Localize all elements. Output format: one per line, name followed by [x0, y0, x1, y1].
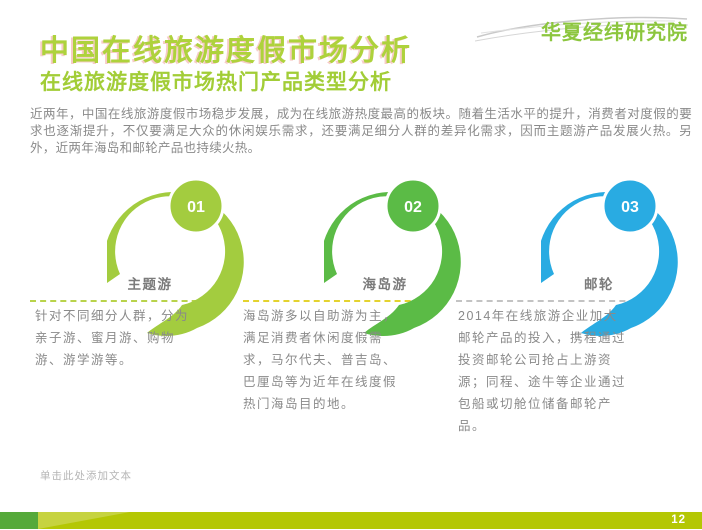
text-placeholder[interactable]: 单击此处添加文本 [40, 470, 132, 482]
item-description-1: 针对不同细分人群，分为亲子游、蜜月游、购物游、游学游等。 [35, 309, 190, 367]
crescent-graphic-1: 01 [107, 177, 244, 336]
dashed-rule-2 [243, 300, 441, 302]
slide-title: 中国在线旅游度假市场分析 [40, 35, 413, 67]
logo-text: 华夏经纬研究院 [541, 22, 688, 44]
footer-accent-block [0, 512, 38, 529]
number-badge-2 [384, 177, 442, 235]
crescent-swoosh-icon [324, 191, 461, 336]
logo-swoosh-icon [475, 16, 689, 42]
page-number: 12 [671, 514, 686, 526]
logo: 华夏经纬研究院 [475, 10, 690, 48]
number-badge-3-text: 03 [621, 199, 639, 216]
slide-subtitle: 在线旅游度假市场热门产品类型分析 [40, 71, 392, 94]
item-label-cruise: 邮轮 [584, 277, 614, 292]
footer-wedge-icon [38, 512, 130, 529]
dashed-rule-1 [30, 300, 228, 302]
crescent-swoosh-icon [541, 191, 678, 336]
crescent-graphic-2: 02 [324, 177, 461, 336]
number-badge-1-text: 01 [187, 199, 205, 216]
intro-paragraph: 近两年，中国在线旅游度假市场稳步发展，成为在线旅游热度最高的板块。随着生活水平的… [30, 107, 692, 155]
number-badge-2-text: 02 [404, 199, 422, 216]
item-label-island-tour: 海岛游 [362, 277, 408, 292]
number-badge-3 [601, 177, 659, 235]
footer-bar: 12 [0, 512, 702, 529]
item-description-2: 海岛游多以自助游为主，满足消费者休闲度假需求，马尔代夫、普吉岛、巴厘岛等为近年在… [243, 309, 398, 411]
number-badge-1 [167, 177, 225, 235]
dashed-rule-3 [456, 300, 656, 302]
item-label-theme-tour: 主题游 [127, 277, 173, 292]
crescent-graphic-3: 03 [541, 177, 678, 336]
item-description-3: 2014年在线旅游企业加大邮轮产品的投入，携程通过投资邮轮公司抢占上游资源；同程… [458, 309, 627, 433]
crescent-swoosh-icon [107, 191, 244, 336]
